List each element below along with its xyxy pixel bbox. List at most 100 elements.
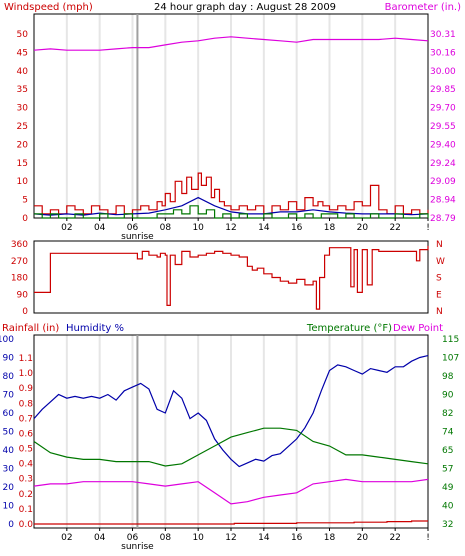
rainfall-header: Rainfall (in)	[2, 323, 59, 334]
p2-right-tick-label-1: W	[436, 257, 445, 267]
p1-left-tick-label-8: 10	[17, 177, 29, 187]
p2-left-tick-label-2: 180	[11, 274, 28, 284]
p1-right-tick-label-3: 29.85	[430, 85, 456, 95]
p1-x-tick-label-2: 06	[127, 223, 139, 233]
temperature-header: Temperature (°F)	[306, 323, 392, 334]
p3-rain-tick-label-9: 0.2	[19, 490, 33, 500]
p1-x-tick-label-5: 12	[225, 223, 236, 233]
p2-right-tick-label-0: N	[436, 240, 443, 250]
p1-right-tick-label-1: 30.16	[430, 48, 456, 58]
windspeed-header: Windspeed (mph)	[4, 2, 93, 13]
p1-x-tick-label-4: 10	[192, 223, 204, 233]
p3-temp-tick-label-5: 74	[442, 428, 454, 438]
p3-rain-tick-label-7: 0.4	[19, 460, 34, 470]
p1-x-tick-label-7: 16	[291, 223, 303, 233]
p2-frame	[33, 240, 429, 314]
p1-sunrise-bar	[136, 14, 139, 218]
p1-x-tick-label-0: 02	[61, 223, 72, 233]
p1-right-tick-label-4: 29.70	[430, 104, 456, 114]
p2-left-tick-label-0: 360	[11, 240, 28, 250]
p3-series-magenta-2	[33, 478, 429, 505]
p1-left-tick-label-2: 40	[17, 67, 29, 77]
p3-temp-tick-label-1: 107	[442, 354, 459, 364]
p3-temp-tick-label-4: 82	[442, 409, 453, 419]
p3-rain-tick-label-2: 0.9	[19, 384, 34, 394]
p3-x-tick-label-4: 10	[192, 533, 204, 543]
p3-rain-tick-label-3: 0.8	[19, 399, 34, 409]
p1-x-tick-label-10: 22	[389, 223, 400, 233]
p3-series-green-1	[33, 427, 429, 467]
p3-temp-tick-label-10: 32	[442, 520, 453, 530]
p3-x-tick-label-8: 18	[324, 533, 336, 543]
p3-rain-tick-label-0: 1.1	[19, 354, 33, 364]
p1-x-tick-label-1: 04	[94, 223, 106, 233]
p1-right-tick-label-9: 28.94	[430, 196, 456, 206]
p3-temp-tick-label-0: 115	[442, 335, 459, 345]
p3-x-tick-label-7: 16	[291, 533, 303, 543]
p3-x-tick-label-0: 02	[61, 533, 72, 543]
p2-series-red-0	[34, 245, 429, 310]
p3-x-tick-label-2: 06	[127, 533, 139, 543]
p3-humidity-tick-label-0: 100	[0, 335, 14, 345]
p3-x-tick-label-1: 04	[94, 533, 106, 543]
p3-humidity-tick-label-8: 20	[3, 483, 15, 493]
p1-left-tick-label-7: 15	[17, 159, 28, 169]
p1-right-tick-label-0: 30.31	[430, 30, 456, 40]
p3-humidity-tick-label-7: 30	[3, 465, 15, 475]
p1-series-magenta-3	[33, 36, 429, 51]
p3-temp-tick-label-7: 57	[442, 465, 453, 475]
p3-humidity-tick-label-2: 80	[3, 372, 15, 382]
p3-x-tick-label-11: !	[426, 533, 430, 543]
p1-right-tick-label-8: 29.09	[430, 177, 456, 187]
p3-rain-tick-label-1: 1.0	[19, 369, 34, 379]
p3-x-tick-label-10: 22	[389, 533, 400, 543]
p3-temp-tick-label-3: 90	[442, 391, 454, 401]
p1-right-tick-label-5: 29.55	[430, 122, 456, 132]
p2-right-tick-label-2: S	[436, 274, 442, 284]
p1-left-tick-label-1: 45	[17, 48, 28, 58]
p3-sunrise-label: sunrise	[121, 542, 154, 552]
temp-humidity-rain-panel: 10090807060504030201001.11.00.90.80.70.6…	[0, 334, 459, 552]
p3-humidity-tick-label-4: 60	[3, 409, 15, 419]
p2-right-tick-label-3: E	[436, 290, 442, 300]
p3-humidity-tick-label-3: 70	[3, 391, 15, 401]
p3-humidity-tick-label-9: 10	[3, 502, 15, 512]
p1-sunrise-label: sunrise	[121, 232, 154, 242]
p1-x-tick-label-8: 18	[324, 223, 336, 233]
p1-right-tick-label-7: 29.24	[430, 159, 456, 169]
p2-left-tick-label-1: 270	[11, 257, 28, 267]
p1-left-tick-label-4: 30	[17, 104, 29, 114]
p2-left-tick-label-3: 90	[17, 290, 29, 300]
dewpoint-header: Dew Point	[393, 323, 443, 334]
p3-rain-tick-label-10: 0.1	[19, 505, 33, 515]
p3-series-blue-0	[33, 355, 429, 468]
p3-x-tick-label-6: 14	[258, 533, 270, 543]
p3-temp-tick-label-9: 40	[442, 502, 454, 512]
p3-rain-tick-label-5: 0.6	[19, 429, 34, 439]
p3-x-tick-label-9: 20	[357, 533, 369, 543]
p1-left-tick-label-5: 25	[17, 122, 28, 132]
p3-temp-tick-label-2: 98	[442, 372, 454, 382]
p1-x-tick-label-6: 14	[258, 223, 270, 233]
p3-rain-tick-label-8: 0.3	[19, 475, 33, 485]
p1-right-tick-label-2: 30.00	[430, 67, 456, 77]
barometer-header: Barometer (in.)	[385, 2, 461, 13]
wind-barometer-panel: 5045403530252015105030.3130.1630.0029.85…	[17, 13, 456, 242]
p3-humidity-tick-label-10: 0	[8, 520, 14, 530]
p1-x-tick-label-3: 08	[160, 223, 172, 233]
p1-left-tick-label-0: 50	[17, 30, 29, 40]
p1-x-tick-label-9: 20	[357, 223, 369, 233]
p1-x-tick-label-11: !	[426, 223, 430, 233]
p3-series-red-3	[34, 520, 428, 525]
p3-sunrise-bar	[136, 335, 139, 528]
p2-right-tick-label-4: N	[436, 307, 443, 317]
graph-title: 24 hour graph day : August 28 2009	[154, 2, 336, 13]
p1-left-tick-label-3: 35	[17, 85, 28, 95]
p2-left-tick-label-4: 0	[22, 307, 28, 317]
p3-temp-tick-label-8: 49	[442, 483, 454, 493]
p3-x-tick-label-3: 08	[160, 533, 172, 543]
p1-series-blue-1	[33, 196, 429, 216]
p3-x-tick-label-5: 12	[225, 533, 236, 543]
humidity-header: Humidity %	[66, 323, 124, 334]
